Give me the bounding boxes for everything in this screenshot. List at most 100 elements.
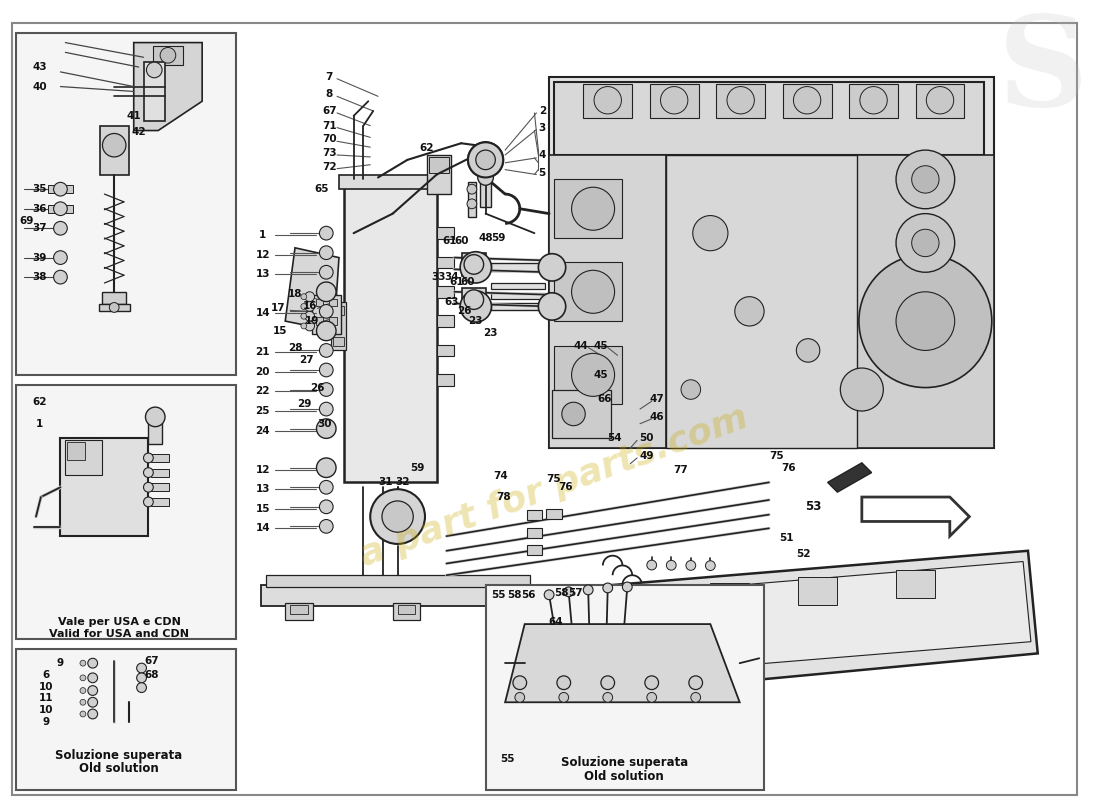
Circle shape	[468, 142, 503, 178]
Bar	[152, 454, 169, 462]
Circle shape	[80, 711, 86, 717]
Bar	[152, 469, 169, 477]
Text: 5: 5	[539, 167, 546, 178]
Text: 6: 6	[42, 670, 50, 680]
Text: 16: 16	[302, 302, 317, 311]
Text: S: S	[998, 11, 1088, 133]
Text: 4: 4	[539, 150, 546, 160]
Circle shape	[102, 134, 125, 157]
Circle shape	[859, 254, 992, 387]
Text: 26: 26	[456, 306, 471, 316]
Text: 13: 13	[255, 484, 270, 494]
Text: 7: 7	[326, 72, 333, 82]
Circle shape	[860, 86, 888, 114]
Text: Soluzione superata: Soluzione superata	[55, 749, 183, 762]
Circle shape	[564, 587, 573, 597]
Bar	[480, 178, 492, 206]
Bar	[16, 649, 236, 790]
Text: 56: 56	[521, 590, 536, 600]
Circle shape	[896, 214, 955, 272]
Circle shape	[319, 500, 333, 514]
Text: 40: 40	[33, 82, 47, 91]
Circle shape	[603, 583, 613, 593]
Text: 59: 59	[410, 462, 425, 473]
Circle shape	[319, 402, 333, 416]
Circle shape	[515, 693, 525, 702]
Text: 38: 38	[33, 272, 47, 282]
Bar	[667, 155, 857, 448]
Bar	[492, 302, 548, 310]
Text: 24: 24	[255, 426, 271, 435]
Text: 42: 42	[131, 126, 146, 137]
Text: 34: 34	[444, 272, 459, 282]
Text: 74: 74	[493, 470, 507, 481]
Text: 67: 67	[322, 106, 337, 116]
Circle shape	[623, 582, 632, 592]
Circle shape	[572, 354, 615, 396]
Text: 25: 25	[255, 406, 270, 416]
Circle shape	[647, 693, 657, 702]
Text: 67: 67	[144, 656, 158, 666]
Text: 33: 33	[431, 272, 446, 282]
Bar	[316, 318, 323, 325]
Circle shape	[572, 270, 615, 314]
Circle shape	[54, 222, 67, 235]
Bar	[554, 82, 984, 155]
Text: 1: 1	[36, 418, 44, 429]
Circle shape	[301, 303, 307, 310]
Circle shape	[319, 363, 333, 377]
Circle shape	[161, 47, 176, 63]
Bar	[16, 385, 236, 638]
Text: 63: 63	[444, 297, 459, 306]
Circle shape	[693, 215, 728, 250]
Bar	[437, 315, 454, 327]
Text: 31: 31	[378, 478, 393, 487]
Text: 70: 70	[322, 134, 337, 144]
Bar	[527, 510, 542, 519]
Circle shape	[476, 150, 495, 170]
Text: 75: 75	[770, 451, 784, 461]
Circle shape	[513, 676, 527, 690]
Text: 2: 2	[539, 106, 546, 116]
Text: 61: 61	[449, 277, 463, 287]
Circle shape	[667, 560, 676, 570]
Circle shape	[301, 314, 307, 319]
Circle shape	[54, 202, 67, 215]
Text: 76: 76	[559, 482, 573, 492]
Circle shape	[912, 230, 939, 257]
Bar	[427, 155, 451, 194]
Text: 30: 30	[317, 418, 331, 429]
Bar	[437, 345, 454, 356]
Text: 27: 27	[299, 355, 314, 366]
Bar	[437, 286, 454, 298]
Bar	[437, 227, 454, 239]
Circle shape	[319, 246, 333, 259]
Circle shape	[143, 453, 153, 463]
Circle shape	[727, 86, 755, 114]
Bar	[331, 302, 345, 350]
Bar	[311, 294, 341, 334]
Text: 15: 15	[255, 504, 270, 514]
Text: 58: 58	[507, 590, 522, 600]
Text: 10: 10	[39, 705, 53, 715]
Text: 58: 58	[554, 588, 569, 598]
Bar	[554, 262, 623, 321]
Text: 77: 77	[673, 465, 689, 474]
Text: 48: 48	[478, 233, 493, 243]
Circle shape	[464, 290, 484, 310]
Circle shape	[464, 254, 484, 274]
Text: 54: 54	[607, 434, 621, 443]
Text: 45: 45	[594, 341, 608, 350]
Bar	[527, 528, 542, 538]
Text: 36: 36	[33, 204, 47, 214]
Bar	[67, 442, 85, 460]
Text: 55: 55	[499, 754, 515, 764]
Text: 29: 29	[298, 399, 312, 409]
Circle shape	[319, 461, 333, 474]
Bar	[462, 288, 485, 311]
Text: 53: 53	[805, 500, 822, 514]
Bar	[915, 84, 965, 118]
Circle shape	[735, 297, 764, 326]
Bar	[472, 293, 480, 320]
Circle shape	[793, 86, 821, 114]
